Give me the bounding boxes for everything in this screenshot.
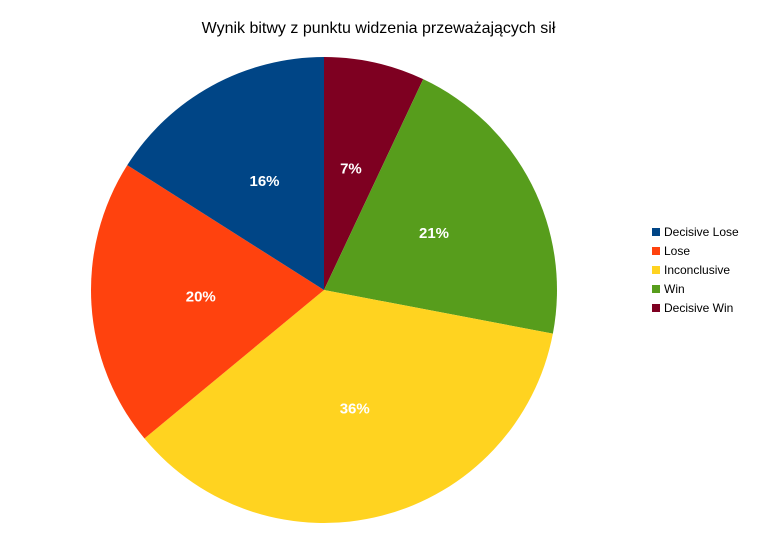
slice-label-inconclusive: 36% — [340, 401, 370, 418]
pie-slice-lose — [91, 165, 325, 439]
legend-item-decisive-win: Decisive Win — [652, 298, 739, 317]
legend-item-decisive-lose: Decisive Lose — [652, 222, 739, 241]
legend-item-win: Win — [652, 279, 739, 298]
slice-label-lose: 20% — [186, 289, 216, 306]
pie-slice-decisive-win — [324, 57, 424, 290]
legend-swatch — [652, 284, 660, 293]
legend-item-lose: Lose — [652, 241, 739, 260]
pie-slice-inconclusive — [144, 290, 553, 523]
pie-labels: 7% 21% 36% 20% 16% — [186, 160, 449, 417]
chart-title: Wynik bitwy z punktu widzenia przeważają… — [201, 20, 556, 37]
legend: Decisive Lose Lose Inconclusive Win Deci… — [652, 222, 739, 317]
slice-label-win: 21% — [419, 225, 449, 242]
pie-slice-win — [324, 79, 557, 334]
pie-slices — [91, 57, 557, 523]
legend-swatch — [652, 303, 660, 312]
legend-swatch — [652, 227, 660, 236]
slice-label-decisive-lose: 16% — [249, 173, 279, 190]
slice-label-decisive-win: 7% — [340, 160, 362, 177]
legend-label: Lose — [664, 243, 691, 258]
legend-label: Decisive Win — [664, 300, 734, 315]
legend-item-inconclusive: Inconclusive — [652, 260, 739, 279]
legend-label: Win — [664, 281, 685, 296]
pie-slice-decisive-lose — [127, 57, 324, 290]
legend-label: Decisive Lose — [664, 224, 739, 239]
legend-label: Inconclusive — [664, 262, 731, 277]
legend-swatch — [652, 246, 660, 255]
legend-swatch — [652, 265, 660, 274]
